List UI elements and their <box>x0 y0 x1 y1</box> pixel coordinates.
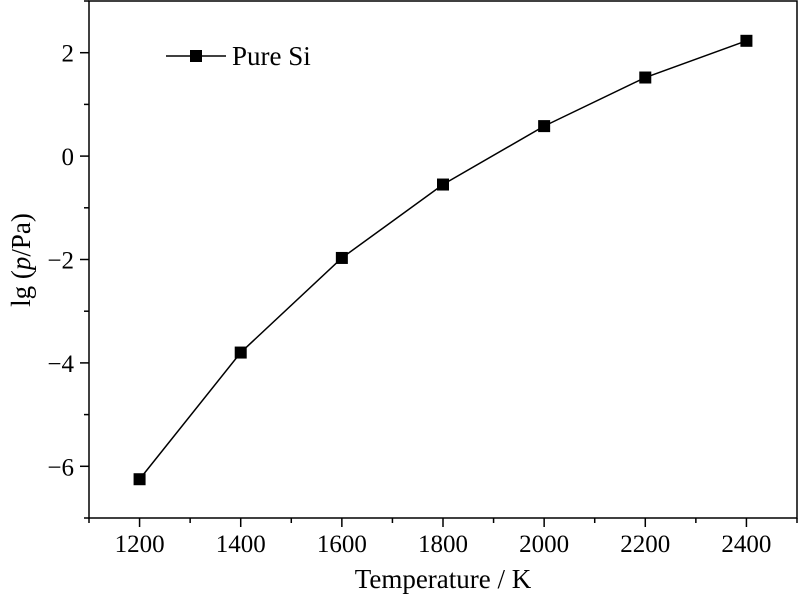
legend: Pure Si <box>166 41 311 71</box>
x-tick-label: 1800 <box>418 531 468 558</box>
plot-frame <box>88 0 798 519</box>
y-axis-ticks: −6 −4 −2 0 2 <box>47 0 89 519</box>
x-tick-label: 1400 <box>216 531 266 558</box>
legend-marker <box>190 50 202 62</box>
legend-label: Pure Si <box>232 41 311 71</box>
y-axis-label-prefix: lg ( <box>6 270 36 307</box>
y-tick-label: 2 <box>62 41 75 68</box>
series-layer <box>133 34 753 486</box>
x-tick-label: 2200 <box>620 531 670 558</box>
x-tick-label: 2400 <box>721 531 771 558</box>
data-point <box>234 346 247 359</box>
y-tick-label: −4 <box>47 351 74 378</box>
y-axis-label-italic: p <box>6 257 36 273</box>
x-axis-ticks: 1200 1400 1600 1800 2000 2200 2400 <box>88 518 798 558</box>
x-tick-label: 1200 <box>115 531 165 558</box>
x-tick-label: 2000 <box>519 531 569 558</box>
data-point <box>133 473 146 486</box>
y-axis-label-suffix: /Pa) <box>6 213 36 257</box>
x-tick-label: 1600 <box>317 531 367 558</box>
y-tick-label: −2 <box>47 248 74 275</box>
y-tick-label: −6 <box>47 454 74 481</box>
y-tick-label: 0 <box>62 144 75 171</box>
data-point <box>639 71 652 84</box>
data-point <box>335 251 348 264</box>
y-axis-label: lg (p/Pa) <box>6 213 36 307</box>
data-point <box>740 34 753 47</box>
series-line <box>138 40 747 480</box>
data-point <box>538 120 551 133</box>
data-point <box>437 178 449 191</box>
x-axis-label: Temperature / K <box>355 564 532 594</box>
